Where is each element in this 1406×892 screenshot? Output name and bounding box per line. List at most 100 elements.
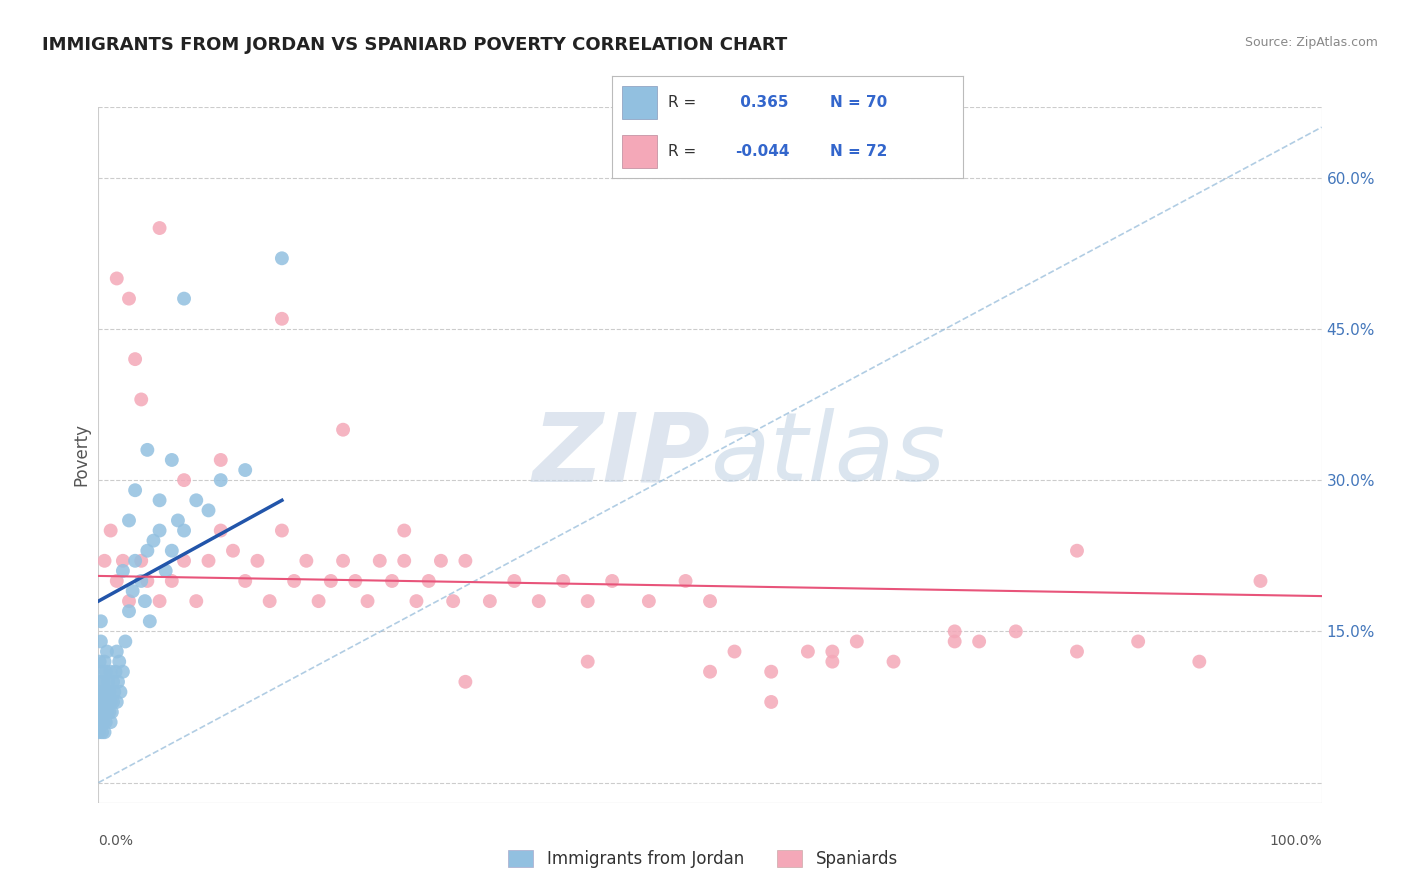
Point xyxy=(94,665,117,679)
Point xyxy=(129,574,152,588)
Point xyxy=(943,624,966,639)
Text: R =: R = xyxy=(668,95,696,110)
Point xyxy=(111,665,134,679)
Point xyxy=(129,554,152,568)
Point xyxy=(186,594,208,608)
Point xyxy=(124,554,146,568)
Point xyxy=(91,705,114,719)
Point xyxy=(87,725,110,739)
Point xyxy=(699,665,721,679)
Point xyxy=(160,543,183,558)
FancyBboxPatch shape xyxy=(621,136,658,168)
Point xyxy=(94,715,117,730)
Point xyxy=(97,695,120,709)
Point xyxy=(319,574,342,588)
Point xyxy=(527,594,550,608)
Point xyxy=(93,655,115,669)
Point xyxy=(173,473,195,487)
Point xyxy=(332,423,354,437)
Point xyxy=(111,564,134,578)
Point xyxy=(173,554,195,568)
Point xyxy=(118,594,141,608)
Point xyxy=(96,685,118,699)
Text: R =: R = xyxy=(668,145,696,160)
Point xyxy=(454,554,477,568)
Point xyxy=(105,695,128,709)
Point xyxy=(101,674,124,689)
Point xyxy=(124,352,146,367)
Point xyxy=(270,252,294,266)
Point xyxy=(111,554,134,568)
Point xyxy=(155,564,177,578)
Point xyxy=(430,554,453,568)
Point xyxy=(101,705,124,719)
Point xyxy=(90,634,112,648)
Point xyxy=(270,311,294,326)
Point xyxy=(104,665,127,679)
Point xyxy=(441,594,464,608)
Point xyxy=(270,524,294,538)
Point xyxy=(90,674,112,689)
Point xyxy=(405,594,427,608)
Point xyxy=(91,695,114,709)
Point xyxy=(124,483,146,498)
Point xyxy=(381,574,404,588)
Point xyxy=(93,725,115,739)
Point xyxy=(478,594,501,608)
Point xyxy=(576,655,599,669)
Point xyxy=(1004,624,1026,639)
Point xyxy=(233,574,256,588)
Point xyxy=(332,554,354,568)
Point xyxy=(600,574,623,588)
Point xyxy=(107,674,129,689)
Point xyxy=(821,644,844,658)
Point xyxy=(136,574,159,588)
Point xyxy=(454,674,477,689)
Point xyxy=(105,271,128,285)
Point xyxy=(392,524,416,538)
Point xyxy=(98,685,121,699)
Point xyxy=(121,584,143,599)
Point xyxy=(209,524,232,538)
Point xyxy=(167,513,190,527)
Point xyxy=(418,574,440,588)
Point xyxy=(91,685,114,699)
Point xyxy=(103,685,125,699)
Point xyxy=(723,644,745,658)
Point xyxy=(638,594,661,608)
Point xyxy=(699,594,721,608)
Point xyxy=(96,705,118,719)
Point xyxy=(89,655,111,669)
Point xyxy=(91,674,114,689)
Point xyxy=(100,715,122,730)
Point xyxy=(91,715,114,730)
Point xyxy=(134,594,156,608)
Text: IMMIGRANTS FROM JORDAN VS SPANIARD POVERTY CORRELATION CHART: IMMIGRANTS FROM JORDAN VS SPANIARD POVER… xyxy=(42,36,787,54)
Point xyxy=(110,685,132,699)
Point xyxy=(149,221,172,235)
Point xyxy=(1128,634,1150,648)
Point xyxy=(100,524,122,538)
Point xyxy=(967,634,990,648)
Point xyxy=(97,674,120,689)
Point xyxy=(118,513,141,527)
Point xyxy=(160,574,183,588)
Legend: Immigrants from Jordan, Spaniards: Immigrants from Jordan, Spaniards xyxy=(502,843,904,875)
Point xyxy=(295,554,318,568)
Text: N = 72: N = 72 xyxy=(830,145,887,160)
Point xyxy=(845,634,868,648)
Point xyxy=(761,695,783,709)
Point xyxy=(797,644,820,658)
Point xyxy=(1249,574,1271,588)
FancyBboxPatch shape xyxy=(621,87,658,119)
Point xyxy=(118,604,141,618)
Point xyxy=(246,554,269,568)
Point xyxy=(94,695,117,709)
Point xyxy=(136,543,159,558)
Point xyxy=(118,292,141,306)
Point xyxy=(821,655,844,669)
Point xyxy=(197,503,219,517)
Point xyxy=(233,463,256,477)
Text: 100.0%: 100.0% xyxy=(1270,834,1322,848)
Point xyxy=(90,695,112,709)
